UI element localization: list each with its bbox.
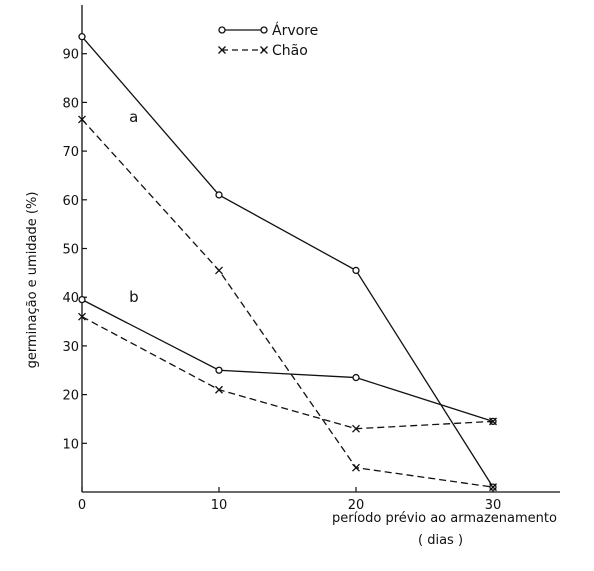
x-axis-title-line2: ( dias ) <box>418 533 463 548</box>
legend-label: Chão <box>272 43 308 59</box>
data-point <box>352 463 360 472</box>
axes: 10 20 30 40 50 60 70 80 90 0 10 20 30 <box>62 5 560 513</box>
y-tick-label: 10 <box>62 437 79 452</box>
series-a-chao <box>78 115 497 492</box>
y-tick-label: 90 <box>62 48 79 63</box>
x-tick-label: 10 <box>211 498 228 513</box>
annotations: ab <box>129 108 139 306</box>
data-point <box>78 312 86 321</box>
series-line <box>81 36 494 488</box>
legend-entry: Árvore <box>218 22 318 39</box>
legend-marker <box>260 26 268 34</box>
data-point <box>352 373 360 382</box>
y-tick-label: 40 <box>62 291 79 306</box>
data-point <box>489 417 497 426</box>
data-point <box>78 115 86 124</box>
y-tick-label: 70 <box>62 145 79 160</box>
data-point <box>215 385 223 394</box>
y-tick-label: 20 <box>62 389 79 404</box>
y-tick-label: 80 <box>62 96 79 111</box>
x-tick-label: 0 <box>78 498 86 513</box>
data-point <box>78 295 86 304</box>
data-point <box>78 33 86 41</box>
annotation-a: a <box>129 108 138 126</box>
y-tick-label: 60 <box>62 194 79 209</box>
data-point <box>489 483 497 492</box>
x-tick-label: 20 <box>348 498 365 513</box>
x-tick-label: 30 <box>485 498 502 513</box>
series-line <box>81 299 494 423</box>
series-b-chao <box>78 312 497 433</box>
legend-marker <box>218 26 226 34</box>
y-axis-title: germinação e umidade (%) <box>25 192 40 369</box>
series-layer <box>78 33 497 492</box>
data-point <box>352 266 360 275</box>
legend: Árvore Chão <box>218 22 318 59</box>
series-b-arvore <box>78 295 497 426</box>
series-a-arvore <box>78 33 497 491</box>
legend-label: Árvore <box>272 22 318 39</box>
legend-marker <box>218 46 226 54</box>
data-point <box>352 424 360 433</box>
series-line <box>81 119 494 488</box>
legend-marker <box>260 46 268 54</box>
data-point <box>215 266 223 275</box>
series-line <box>81 316 494 430</box>
y-tick-label: 50 <box>62 243 79 258</box>
data-point <box>215 366 223 374</box>
legend-entry: Chão <box>218 43 308 59</box>
y-tick-label: 30 <box>62 340 79 355</box>
data-point <box>215 191 223 199</box>
x-axis-title-line1: período prévio ao armazenamento <box>332 511 557 526</box>
annotation-b: b <box>129 288 139 306</box>
